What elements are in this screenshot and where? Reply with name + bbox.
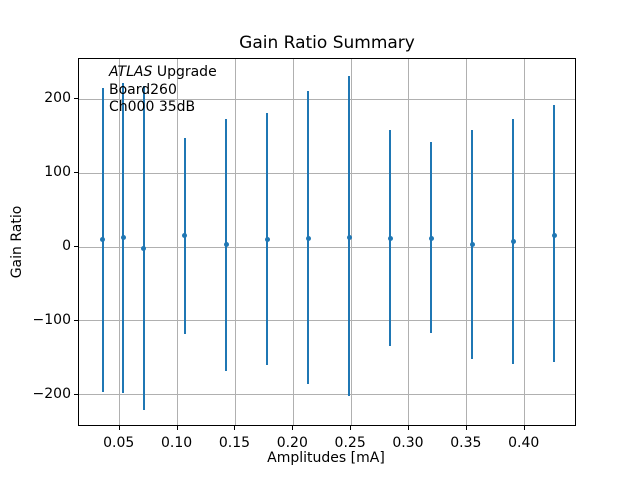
x-tick-label: 0.05 [103,435,135,451]
data-point-marker [305,235,311,241]
x-tick-label: 0.15 [218,435,251,451]
data-point-marker [428,236,434,242]
x-tick-label: 0.30 [392,435,424,451]
annotation-line-1: ATLAS Upgrade [109,64,217,82]
gridline-vertical [524,59,526,425]
x-tick-label: 0.35 [450,435,482,451]
data-point-marker [510,238,516,244]
gridline-vertical [177,59,179,425]
data-point-marker [223,242,229,248]
annotation-line-2: Board260 [109,81,177,98]
gridline-vertical [466,59,468,425]
y-tick-label: −100 [32,311,71,328]
gridline-horizontal [79,172,575,174]
x-tick-mark [350,426,352,430]
x-tick-mark [523,426,525,430]
gridline-horizontal [79,98,575,100]
gridline-vertical [408,59,410,425]
y-tick-mark [74,319,78,321]
data-point-marker [141,246,147,252]
gridline-vertical [350,59,352,425]
y-tick-mark [74,393,78,395]
x-tick-mark [407,426,409,430]
plot-area: ATLAS Upgrade Board260 Ch000 35dB [78,58,576,426]
data-point-marker [120,234,126,240]
x-tick-mark [176,426,178,430]
annotation-line-1-rest: Upgrade [152,64,217,80]
x-tick-mark [465,426,467,430]
data-point-marker [469,241,475,247]
y-tick-label: 0 [62,238,71,255]
y-tick-label: 200 [44,90,71,107]
gridline-horizontal [79,246,575,248]
y-tick-label: −200 [32,385,71,402]
y-tick-label: 100 [44,164,71,181]
gridline-horizontal [79,394,575,396]
data-point-marker [551,232,557,238]
x-axis-label: Amplitudes [mA] [267,450,385,466]
x-tick-label: 0.40 [508,435,540,451]
x-tick-label: 0.20 [276,435,308,451]
y-tick-mark [74,172,78,174]
data-point-marker [100,237,106,243]
x-tick-mark [118,426,120,430]
gridline-vertical [234,59,236,425]
x-tick-mark [292,426,294,430]
y-tick-mark [74,246,78,248]
data-point-marker [182,233,188,239]
x-tick-label: 0.10 [160,435,193,451]
gridline-horizontal [79,320,575,322]
gridline-vertical [292,59,294,425]
annotation-line-3: Ch000 35dB [109,99,196,115]
annotation-experiment: ATLAS [109,64,153,80]
x-tick-mark [234,426,236,430]
data-point-marker [264,237,270,243]
x-tick-label: 0.25 [334,435,366,451]
annotation: ATLAS Upgrade Board260 Ch000 35dB [109,64,217,117]
y-tick-mark [74,98,78,100]
data-point-marker [387,235,393,241]
chart-title: Gain Ratio Summary [239,33,415,53]
gridline-vertical [119,59,121,425]
data-point-marker [346,234,352,240]
